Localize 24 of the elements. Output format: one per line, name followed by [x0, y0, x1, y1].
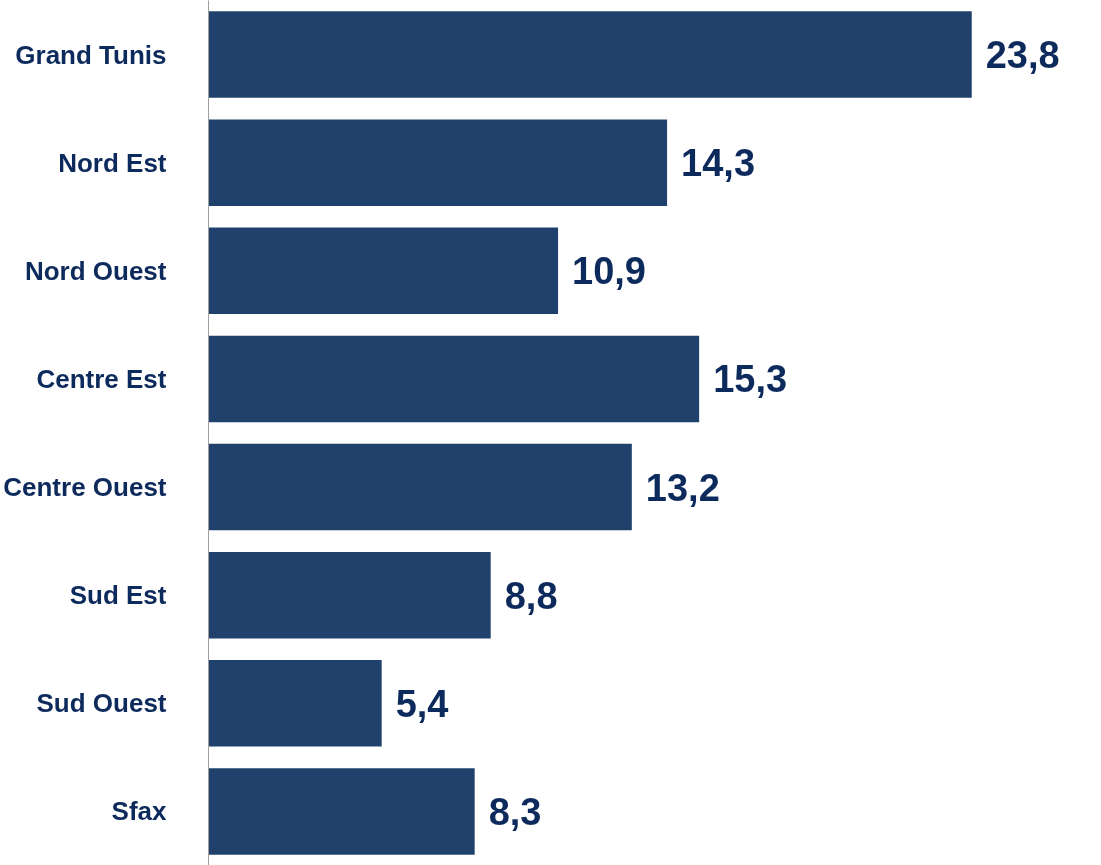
data-label: 23,8 [985, 34, 1060, 77]
bar [208, 551, 491, 639]
bar [208, 660, 382, 747]
data-label: 10,9 [572, 250, 647, 293]
bar [208, 335, 700, 423]
bar [208, 227, 559, 315]
bar [208, 768, 475, 855]
bar [208, 11, 972, 98]
data-label: 5,4 [395, 682, 449, 725]
y-tick-label: Sfax [111, 796, 168, 827]
y-tick-label: Nord Est [58, 147, 167, 178]
y-tick-label: Sud Ouest [36, 688, 167, 719]
y-tick-label: Nord Ouest [24, 255, 167, 286]
data-label: 14,3 [681, 142, 756, 185]
data-label: 13,2 [645, 466, 720, 509]
data-label: 8,3 [488, 790, 542, 833]
y-tick-label: Sud Est [69, 580, 167, 611]
y-tick-label: Centre Ouest [3, 472, 167, 503]
y-tick-label: Centre Est [36, 363, 167, 394]
y-tick-label: Grand Tunis [15, 39, 167, 70]
bar [208, 443, 632, 531]
data-label: 8,8 [504, 574, 558, 617]
data-label: 15,3 [713, 358, 788, 401]
bar [208, 119, 668, 206]
